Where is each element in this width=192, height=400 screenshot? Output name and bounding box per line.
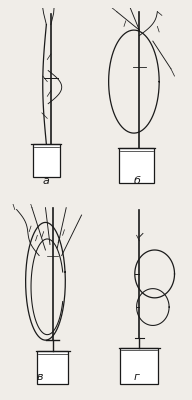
Bar xyxy=(119,148,154,183)
Text: б: б xyxy=(133,176,140,186)
Bar xyxy=(37,351,69,384)
Bar xyxy=(33,144,60,177)
Text: в: в xyxy=(37,372,43,382)
Text: а: а xyxy=(43,176,50,186)
Text: г: г xyxy=(134,372,140,382)
Bar xyxy=(120,348,158,384)
